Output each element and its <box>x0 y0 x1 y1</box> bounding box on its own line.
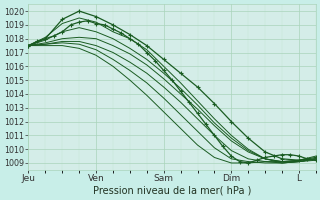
X-axis label: Pression niveau de la mer( hPa ): Pression niveau de la mer( hPa ) <box>93 186 251 196</box>
